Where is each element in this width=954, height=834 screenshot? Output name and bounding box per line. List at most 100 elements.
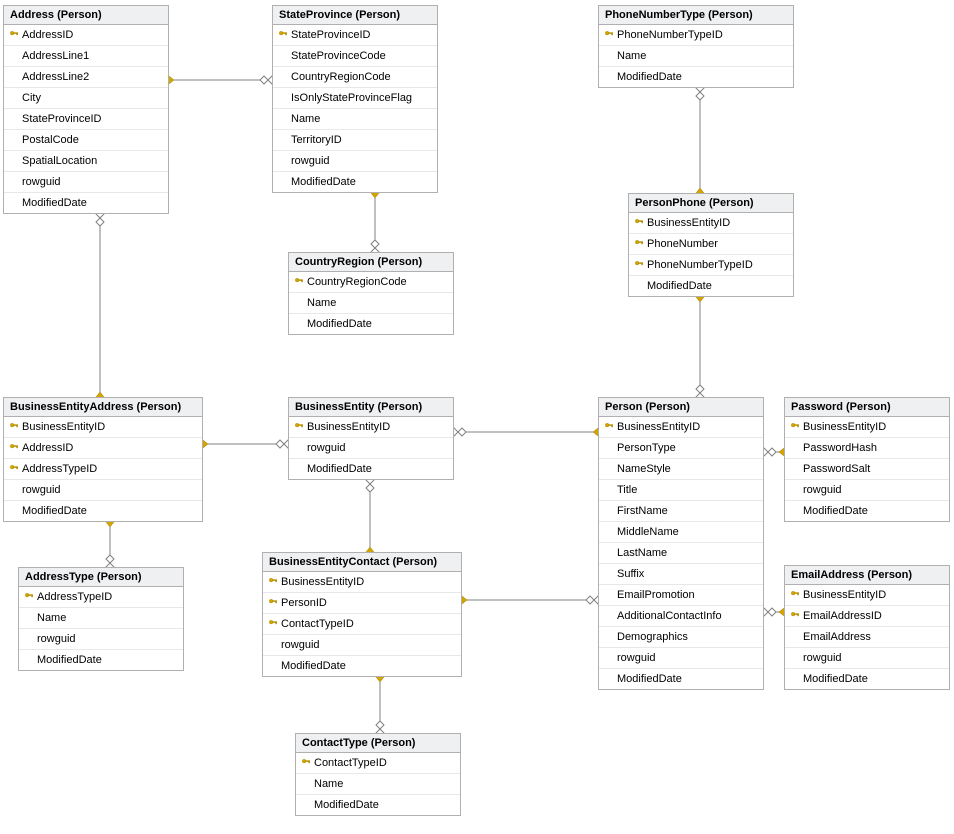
pk-key-icon [265,619,281,629]
pk-key-icon [21,592,37,602]
column-row[interactable]: PhoneNumberTypeID [599,25,793,46]
column-row[interactable]: Suffix [599,564,763,585]
column-row[interactable]: AddressLine1 [4,46,168,67]
table-password[interactable]: Password (Person)BusinessEntityIDPasswor… [784,397,950,522]
column-row[interactable]: EmailAddress [785,627,949,648]
column-name: AddressTypeID [37,591,179,603]
table-businessentity[interactable]: BusinessEntity (Person)BusinessEntityIDr… [288,397,454,480]
column-row[interactable]: BusinessEntityID [785,585,949,606]
table-phonenumbertype[interactable]: PhoneNumberType (Person)PhoneNumberTypeI… [598,5,794,88]
column-row[interactable]: ModifiedDate [785,501,949,521]
column-row[interactable]: BusinessEntityID [785,417,949,438]
column-name: FirstName [617,505,759,517]
column-row[interactable]: StateProvinceID [273,25,437,46]
column-row[interactable]: ModifiedDate [599,669,763,689]
column-row[interactable]: rowguid [4,172,168,193]
column-row[interactable]: AddressTypeID [19,587,183,608]
column-row[interactable]: AdditionalContactInfo [599,606,763,627]
column-row[interactable]: AddressID [4,25,168,46]
column-name: BusinessEntityID [281,576,457,588]
column-row[interactable]: ModifiedDate [296,795,460,815]
table-countryregion[interactable]: CountryRegion (Person) CountryRegionCode N… [288,252,454,335]
column-row[interactable]: EmailAddressID [785,606,949,627]
column-row[interactable]: CountryRegionCode [289,272,453,293]
column-row[interactable]: SpatialLocation [4,151,168,172]
column-row[interactable]: rowguid [273,151,437,172]
column-row[interactable]: LastName [599,543,763,564]
column-row[interactable]: FirstName [599,501,763,522]
column-row[interactable]: IsOnlyStateProvinceFlag [273,88,437,109]
column-row[interactable]: City [4,88,168,109]
column-row[interactable]: rowguid [263,635,461,656]
pk-key-icon [787,611,803,621]
column-row[interactable]: ModifiedDate [629,276,793,296]
column-row[interactable]: ModifiedDate [263,656,461,676]
table-title: CountryRegion (Person) [289,253,453,272]
column-row[interactable]: rowguid [4,480,202,501]
column-row[interactable]: ModifiedDate [289,459,453,479]
table-bec[interactable]: BusinessEntityContact (Person)BusinessEn… [262,552,462,677]
column-row[interactable]: PhoneNumberTypeID [629,255,793,276]
column-row[interactable]: ModifiedDate [599,67,793,87]
column-row[interactable]: ModifiedDate [19,650,183,670]
column-name: CountryRegionCode [307,276,449,288]
column-row[interactable]: PasswordHash [785,438,949,459]
column-row[interactable]: BusinessEntityID [289,417,453,438]
column-row[interactable]: Name [273,109,437,130]
column-row[interactable]: BusinessEntityID [4,417,202,438]
column-row[interactable]: rowguid [785,480,949,501]
column-row[interactable]: rowguid [785,648,949,669]
column-row[interactable]: ContactTypeID [296,753,460,774]
pk-key-icon [291,422,307,432]
column-row[interactable]: StateProvinceCode [273,46,437,67]
column-row[interactable]: ModifiedDate [289,314,453,334]
column-row[interactable]: Name [289,293,453,314]
column-name: ContactTypeID [314,757,456,769]
column-row[interactable]: ModifiedDate [4,193,168,213]
column-row[interactable]: ModifiedDate [273,172,437,192]
table-stateprovince[interactable]: StateProvince (Person)StateProvinceIDSta… [272,5,438,193]
table-address[interactable]: Address (Person)AddressID AddressLine1 Add… [3,5,169,214]
column-row[interactable]: BusinessEntityID [263,572,461,593]
column-row[interactable]: Name [19,608,183,629]
column-row[interactable]: rowguid [599,648,763,669]
column-row[interactable]: Name [599,46,793,67]
column-row[interactable]: PasswordSalt [785,459,949,480]
column-row[interactable]: NameStyle [599,459,763,480]
column-row[interactable]: AddressID [4,438,202,459]
table-title: Address (Person) [4,6,168,25]
column-row[interactable]: CountryRegionCode [273,67,437,88]
column-row[interactable]: BusinessEntityID [629,213,793,234]
column-row[interactable]: MiddleName [599,522,763,543]
column-name: StateProvinceID [291,29,433,41]
column-row[interactable]: PostalCode [4,130,168,151]
column-row[interactable]: ModifiedDate [4,501,202,521]
column-row[interactable]: AddressLine2 [4,67,168,88]
column-row[interactable]: rowguid [289,438,453,459]
column-row[interactable]: ContactTypeID [263,614,461,635]
column-name: ModifiedDate [647,280,789,292]
column-row[interactable]: PhoneNumber [629,234,793,255]
column-name: AddressLine1 [22,50,164,62]
table-addresstype[interactable]: AddressType (Person)AddressTypeIDNamerow… [18,567,184,671]
table-contacttype[interactable]: ContactType (Person)ContactTypeIDNameMod… [295,733,461,816]
column-row[interactable]: BusinessEntityID [599,417,763,438]
column-name: ModifiedDate [617,71,789,83]
table-emailaddress[interactable]: EmailAddress (Person)BusinessEntityIDEma… [784,565,950,690]
table-personphone[interactable]: PersonPhone (Person)BusinessEntityIDPhon… [628,193,794,297]
column-row[interactable]: Name [296,774,460,795]
column-row[interactable]: AddressTypeID [4,459,202,480]
column-row[interactable]: rowguid [19,629,183,650]
column-row[interactable]: PersonID [263,593,461,614]
column-name: BusinessEntityID [307,421,449,433]
column-row[interactable]: Demographics [599,627,763,648]
table-person[interactable]: Person (Person)BusinessEntityIDPersonTyp… [598,397,764,690]
pk-key-icon [6,443,22,453]
column-row[interactable]: Title [599,480,763,501]
table-bea[interactable]: BusinessEntityAddress (Person)BusinessEn… [3,397,203,522]
column-row[interactable]: TerritoryID [273,130,437,151]
column-row[interactable]: PersonType [599,438,763,459]
column-row[interactable]: ModifiedDate [785,669,949,689]
column-row[interactable]: StateProvinceID [4,109,168,130]
column-row[interactable]: EmailPromotion [599,585,763,606]
